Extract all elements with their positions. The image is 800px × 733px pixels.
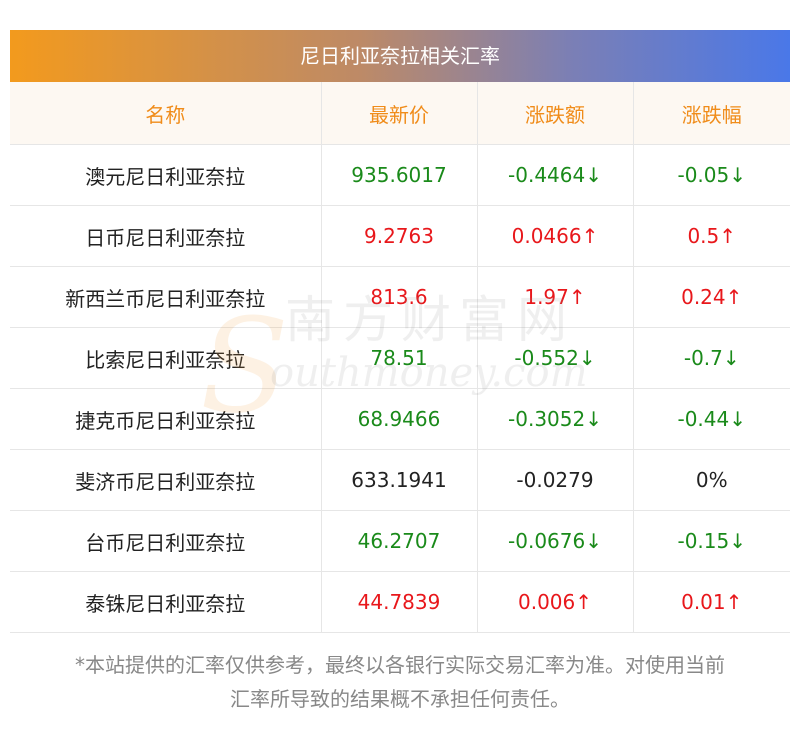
- cell-name: 泰铢尼日利亚奈拉: [10, 571, 322, 633]
- cell-change-pct: -0.15↓: [633, 510, 790, 572]
- header-change: 涨跌额: [477, 82, 634, 145]
- cell-price: 935.6017: [321, 144, 478, 206]
- cell-change: -0.0676↓: [477, 510, 634, 572]
- disclaimer-line-2: 汇率所导致的结果概不承担任何责任。: [230, 687, 570, 711]
- header-price: 最新价: [321, 82, 478, 145]
- cell-change-pct: -0.44↓: [633, 388, 790, 450]
- cell-name: 比索尼日利亚奈拉: [10, 327, 322, 389]
- cell-change: 1.97↑: [477, 266, 634, 328]
- cell-change-pct: -0.7↓: [633, 327, 790, 389]
- cell-price: 9.2763: [321, 205, 478, 267]
- cell-change-pct: 0%: [633, 449, 790, 511]
- cell-name: 捷克币尼日利亚奈拉: [10, 388, 322, 450]
- cell-price: 68.9466: [321, 388, 478, 450]
- table-header-row: 名称 最新价 涨跌额 涨跌幅: [10, 82, 790, 145]
- table-row: 比索尼日利亚奈拉 78.51 -0.552↓ -0.7↓: [10, 327, 790, 389]
- cell-name: 斐济币尼日利亚奈拉: [10, 449, 322, 511]
- exchange-rate-card: 尼日利亚奈拉相关汇率 名称 最新价 涨跌额 涨跌幅 澳元尼日利亚奈拉 935.60…: [10, 30, 790, 633]
- cell-change-pct: 0.01↑: [633, 571, 790, 633]
- cell-price: 44.7839: [321, 571, 478, 633]
- cell-change: 0.0466↑: [477, 205, 634, 267]
- exchange-rate-table: 名称 最新价 涨跌额 涨跌幅 澳元尼日利亚奈拉 935.6017 -0.4464↓ -…: [10, 82, 790, 633]
- cell-name: 台币尼日利亚奈拉: [10, 510, 322, 572]
- cell-price: 78.51: [321, 327, 478, 389]
- table-row: 斐济币尼日利亚奈拉 633.1941 -0.0279 0%: [10, 449, 790, 511]
- table-row: 日币尼日利亚奈拉 9.2763 0.0466↑ 0.5↑: [10, 205, 790, 267]
- header-change-pct: 涨跌幅: [633, 82, 790, 145]
- cell-change-pct: -0.05↓: [633, 144, 790, 206]
- cell-price: 46.2707: [321, 510, 478, 572]
- disclaimer: *本站提供的汇率仅供参考，最终以各银行实际交易汇率为准。对使用当前 汇率所导致的…: [0, 648, 800, 716]
- cell-change: -0.3052↓: [477, 388, 634, 450]
- cell-change-pct: 0.5↑: [633, 205, 790, 267]
- cell-name: 新西兰币尼日利亚奈拉: [10, 266, 322, 328]
- table-row: 新西兰币尼日利亚奈拉 813.6 1.97↑ 0.24↑: [10, 266, 790, 328]
- cell-change: -0.552↓: [477, 327, 634, 389]
- cell-change: -0.0279: [477, 449, 634, 511]
- cell-name: 日币尼日利亚奈拉: [10, 205, 322, 267]
- cell-price: 633.1941: [321, 449, 478, 511]
- disclaimer-line-1: *本站提供的汇率仅供参考，最终以各银行实际交易汇率为准。对使用当前: [75, 653, 725, 677]
- table-row: 台币尼日利亚奈拉 46.2707 -0.0676↓ -0.15↓: [10, 510, 790, 572]
- cell-name: 澳元尼日利亚奈拉: [10, 144, 322, 206]
- cell-change: -0.4464↓: [477, 144, 634, 206]
- header-name: 名称: [10, 82, 322, 145]
- table-row: 泰铢尼日利亚奈拉 44.7839 0.006↑ 0.01↑: [10, 571, 790, 633]
- table-title: 尼日利亚奈拉相关汇率: [10, 30, 790, 82]
- table-row: 澳元尼日利亚奈拉 935.6017 -0.4464↓ -0.05↓: [10, 144, 790, 206]
- table-row: 捷克币尼日利亚奈拉 68.9466 -0.3052↓ -0.44↓: [10, 388, 790, 450]
- cell-change-pct: 0.24↑: [633, 266, 790, 328]
- cell-change: 0.006↑: [477, 571, 634, 633]
- cell-price: 813.6: [321, 266, 478, 328]
